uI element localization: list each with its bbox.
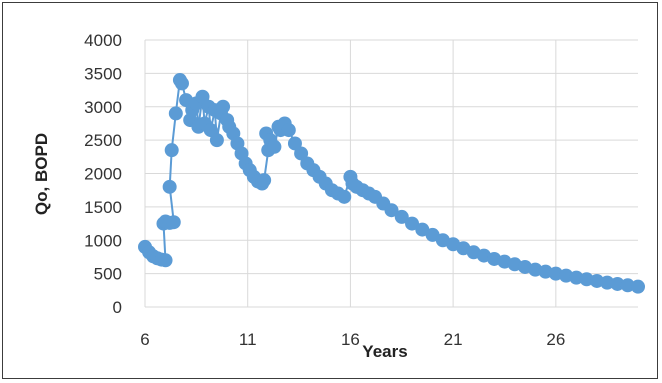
y-tick-label-5: 2500 [84,131,122,150]
data-point-11 [164,143,179,158]
data-point-82 [579,272,594,287]
data-point-5 [158,253,173,268]
data-point-38 [257,173,272,188]
y-tick-label-0: 0 [113,298,122,317]
x-axis-label: Years [362,342,407,361]
x-tick-label-2: 16 [341,330,360,349]
data-point-10 [162,179,177,194]
gridlines [144,39,638,308]
x-tick-label-0: 6 [140,330,149,349]
y-axis-ticks: 0 500 1000 1500 2000 2500 3000 3500 4000 [84,31,122,317]
data-point-14 [174,76,189,91]
x-tick-label-4: 26 [546,330,565,349]
data-point-66 [415,222,430,237]
y-tick-label-4: 2000 [84,165,122,184]
y-tick-label-8: 4000 [84,31,122,50]
y-tick-label-3: 1500 [84,198,122,217]
x-tick-label-1: 11 [239,330,257,349]
data-point-12 [168,106,183,121]
y-tick-label-2: 1000 [84,231,122,250]
data-point-81 [569,270,584,285]
data-point-86 [620,278,635,293]
data-point-47 [287,136,302,151]
data-point-42 [267,139,282,154]
data-point-20 [195,89,210,104]
x-tick-label-3: 21 [444,330,463,349]
y-tick-label-6: 3000 [84,98,122,117]
y-axis-label: Qo, BOPD [32,133,51,215]
data-point-87 [631,279,645,294]
data-point-55 [337,189,352,204]
data-point-48 [294,146,309,161]
data-point-63 [384,203,399,218]
data-point-83 [589,273,604,288]
data-point-25 [209,133,224,148]
data-points [138,73,645,294]
y-tick-label-1: 500 [94,265,122,284]
y-tick-label-7: 3500 [84,64,122,83]
data-point-27 [216,99,231,114]
x-axis-ticks: 6 11 16 21 26 [140,330,565,349]
data-point-23 [203,123,218,138]
data-point-65 [405,216,420,231]
data-point-67 [425,227,440,242]
data-point-46 [281,123,296,138]
data-point-85 [610,276,625,291]
data-point-64 [394,209,409,224]
data-point-9 [166,215,181,230]
data-point-84 [600,275,615,290]
